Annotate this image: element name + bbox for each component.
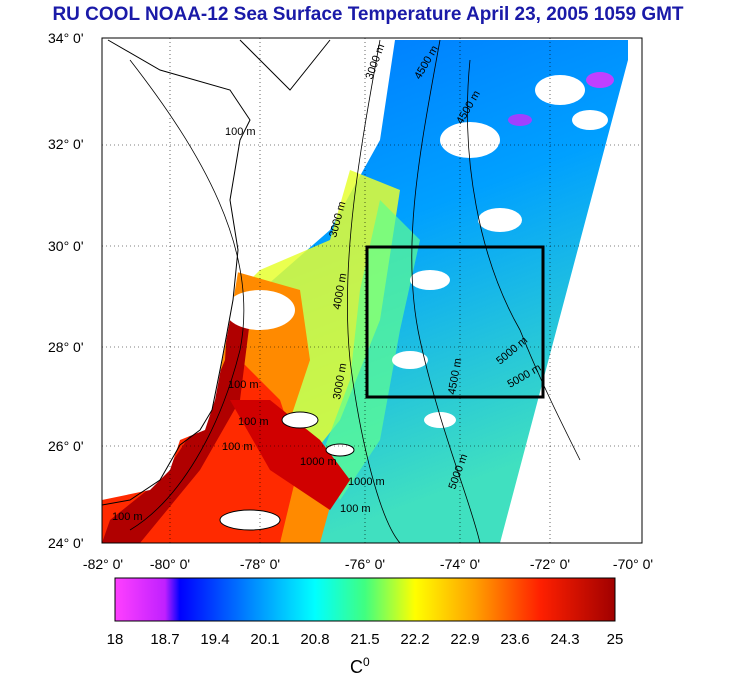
lat-label-30: 30° 0' — [48, 238, 84, 254]
cloud-patch — [535, 75, 585, 105]
colorbar-label: 21.5 — [350, 631, 380, 648]
colorbar-unit-letter: C — [350, 657, 363, 677]
colorbar-label: 19.4 — [200, 631, 230, 648]
lon-label-74: -74° 0' — [439, 556, 481, 572]
lon-label-72: -72° 0' — [529, 556, 571, 572]
lon-label-80: -80° 0' — [149, 556, 191, 572]
lon-label-82: -82° 0' — [82, 556, 124, 572]
lat-label-26: 26° 0' — [48, 438, 84, 454]
colorbar-label: 22.2 — [400, 631, 430, 648]
depth-label: 1000 m — [348, 476, 385, 488]
colorbar-unit-superscript: 0 — [363, 655, 370, 669]
colorbar-label: 20.1 — [250, 631, 280, 648]
cloud-patch — [410, 270, 450, 290]
depth-label: 100 m — [238, 416, 269, 428]
depth-label: 100 m — [340, 503, 371, 515]
depth-label: 1000 m — [300, 456, 337, 468]
depth-label: 100 m — [228, 379, 259, 391]
lat-label-34: 34° 0' — [48, 30, 84, 46]
cool-patch — [508, 114, 532, 126]
map-title: RU COOL NOAA-12 Sea Surface Temperature … — [52, 4, 684, 25]
colorbar-label: 18 — [106, 631, 124, 648]
depth-contour — [467, 59, 581, 461]
depth-contour — [411, 39, 481, 543]
lat-label-24: 24° 0' — [48, 535, 84, 551]
lat-label-28: 28° 0' — [48, 339, 84, 355]
depth-label: 100 m — [225, 126, 256, 138]
florida-land — [102, 150, 240, 500]
colorbar-label: 24.3 — [550, 631, 580, 648]
colorbar-label: 25 — [606, 631, 624, 648]
map-frame — [101, 37, 643, 544]
colorbar-label: 18.7 — [150, 631, 180, 648]
lon-label-78: -78° 0' — [239, 556, 281, 572]
gulf-stream-red-core — [230, 400, 350, 510]
coastline-georgia — [239, 39, 331, 91]
colorbar-label: 23.6 — [500, 631, 530, 648]
bahamas-island — [325, 443, 355, 457]
depth-label: 100 m — [222, 441, 253, 453]
bahamas-island — [281, 411, 319, 429]
study-area-box — [365, 245, 545, 399]
cloud-patch — [440, 122, 500, 158]
lat-label-32: 32° 0' — [48, 136, 84, 152]
cuba-coast — [219, 509, 281, 531]
warm-band-green — [320, 200, 420, 500]
cloud-patch — [424, 412, 456, 428]
cloud-patch — [572, 110, 608, 130]
colorbar-label: 20.8 — [300, 631, 330, 648]
cloud-patch — [392, 351, 428, 369]
florida-current-darkred — [102, 260, 250, 543]
cloud-patch — [478, 208, 522, 232]
depth-contour — [129, 59, 245, 531]
lon-label-70: -70° 0' — [612, 556, 654, 572]
depth-contour — [346, 39, 401, 543]
colorbar-unit: C0 — [350, 655, 370, 678]
depth-label: 100 m — [112, 511, 143, 523]
colorbar — [114, 577, 616, 622]
cool-patch — [586, 72, 614, 88]
map-area — [102, 38, 642, 543]
lon-label-76: -76° 0' — [344, 556, 386, 572]
coastline — [102, 39, 251, 506]
colorbar-label: 22.9 — [450, 631, 480, 648]
graticule — [102, 38, 642, 543]
